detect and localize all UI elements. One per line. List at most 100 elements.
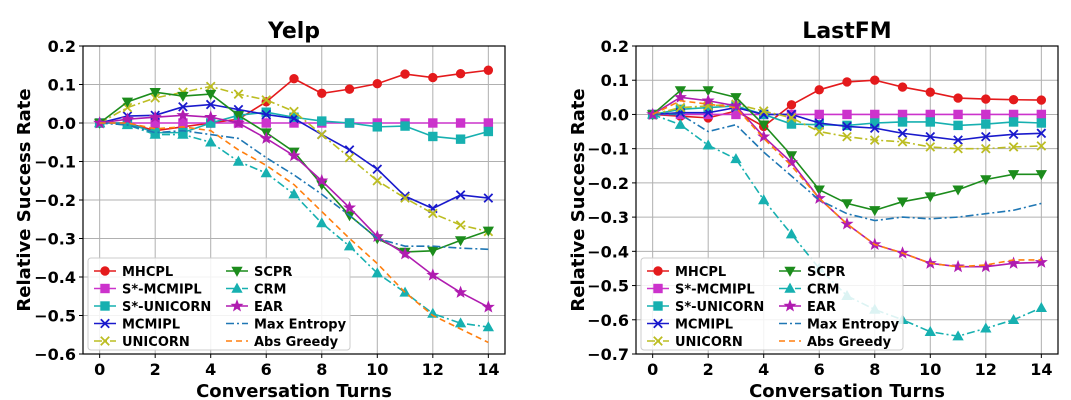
legend-label: CRM	[807, 283, 840, 298]
legend-item-crm: CRM	[226, 283, 287, 298]
x-tick-label: 6	[814, 360, 825, 379]
legend-swatch-marker	[231, 266, 243, 277]
data-point-unicorn	[427, 208, 438, 219]
data-point-s-star-unicorn	[981, 119, 991, 129]
series-scpr	[647, 86, 1047, 217]
data-point-crm	[980, 322, 992, 333]
legend-label: MHCPL	[122, 265, 173, 280]
data-point-scpr	[813, 185, 825, 196]
x-tick-label: 0	[647, 360, 658, 379]
legend-item-unicorn: UNICORN	[94, 335, 190, 350]
data-point-ear	[784, 155, 798, 168]
data-point-mhcpl	[925, 87, 935, 97]
data-point-mhcpl	[372, 79, 382, 89]
x-tick-label: 4	[758, 360, 769, 379]
data-point-s-star-unicorn	[786, 119, 797, 129]
data-point-ear	[231, 116, 245, 129]
data-point-crm	[785, 228, 798, 239]
data-point-s-star-unicorn	[897, 117, 908, 127]
data-point-unicorn	[897, 136, 908, 147]
y-tick-label: −0.4	[34, 268, 76, 287]
legend-swatch-marker	[653, 283, 663, 294]
y-tick-label: −0.7	[587, 345, 629, 364]
data-point-mhcpl	[317, 88, 327, 99]
data-point-crm	[316, 217, 328, 228]
legend-swatch-marker	[100, 283, 110, 294]
data-point-crm	[482, 321, 494, 332]
data-point-s-star-unicorn	[925, 117, 935, 127]
data-point-mcmipl	[455, 190, 466, 200]
legend-label: MHCPL	[675, 265, 726, 280]
data-point-ear	[287, 148, 301, 162]
data-point-unicorn	[316, 129, 327, 140]
data-point-s-star-mcmipl	[870, 109, 880, 120]
data-point-crm	[924, 325, 936, 336]
legend-item-ear: EAR	[779, 299, 836, 315]
legend-item-mhcpl: MHCPL	[94, 265, 173, 280]
data-point-scpr	[232, 111, 245, 122]
data-point-mhcpl	[455, 69, 466, 79]
data-point-crm	[427, 307, 439, 318]
legend-item-mcmipl: MCMIPL	[94, 318, 180, 333]
legend-item-s-star-mcmipl: S*-MCMIPL	[647, 283, 755, 298]
y-tick-label: −0.2	[34, 191, 76, 210]
y-tick-label: −0.3	[34, 230, 76, 249]
data-point-scpr	[149, 88, 161, 99]
data-point-unicorn	[842, 131, 852, 142]
data-point-mcmipl	[786, 109, 797, 120]
data-point-mcmipl	[842, 121, 852, 132]
legend-swatch-marker	[653, 336, 663, 346]
data-point-mhcpl	[400, 69, 410, 79]
data-point-scpr	[702, 86, 714, 97]
legend-label: S*-MCMIPL	[122, 283, 202, 298]
data-point-s-star-mcmipl	[1036, 109, 1047, 120]
data-point-scpr	[952, 185, 964, 196]
data-point-scpr	[730, 93, 742, 104]
lastfm-chart: 0 2 4 6 8 10 12 14 −0.7 −0.6 −0.5 −0.4 −0.3 −0.2 −0.1 0…	[568, 19, 1059, 400]
data-point-scpr	[924, 192, 936, 203]
data-point-unicorn	[400, 193, 410, 203]
series-ear	[646, 90, 1048, 273]
data-point-ear	[148, 110, 162, 123]
data-point-s-star-unicorn	[953, 120, 963, 131]
legend-item-s-star-unicorn: S*-UNICORN	[94, 300, 211, 315]
legend-label: UNICORN	[122, 335, 190, 350]
data-point-s-star-mcmipl	[455, 118, 466, 128]
data-point-mcmipl	[925, 131, 936, 142]
data-point-mhcpl	[953, 93, 963, 103]
x-tick-label: 12	[975, 360, 997, 379]
y-tick-label: 0.1	[48, 76, 76, 95]
legend-swatch-marker	[230, 299, 244, 312]
legend-item-mhcpl: MHCPL	[647, 265, 726, 280]
y-tick-label: −0.6	[587, 311, 629, 330]
data-point-mcmipl	[205, 99, 216, 110]
x-axis-label: Conversation Turns	[749, 381, 945, 400]
data-point-mhcpl	[289, 74, 299, 84]
data-point-s-star-unicorn	[1036, 118, 1047, 128]
series-line-unicorn	[652, 103, 1042, 150]
y-tick-label: −0.2	[587, 174, 629, 193]
series-line-unicorn	[99, 85, 489, 233]
y-tick-label: 0.0	[601, 105, 629, 124]
data-point-ear	[951, 259, 965, 273]
data-point-mcmipl	[178, 101, 188, 112]
data-point-s-star-unicorn	[344, 118, 355, 128]
data-point-mhcpl	[428, 72, 438, 83]
x-tick-label: 2	[703, 360, 714, 379]
legend-swatch-marker	[653, 301, 663, 311]
data-point-crm	[674, 118, 687, 129]
data-point-mcmipl	[1008, 129, 1019, 140]
data-point-unicorn	[814, 126, 825, 137]
data-point-unicorn	[233, 89, 244, 99]
legend: MHCPL S*-MCMIPL S*-UNICORN MCMIPL UNICORN SCP…	[640, 257, 904, 351]
data-point-ear	[1007, 256, 1021, 269]
legend-item-max-entropy: Max Entropy	[226, 318, 347, 333]
data-point-mcmipl	[261, 109, 272, 120]
data-point-ear	[120, 112, 134, 125]
legend-swatch-marker	[100, 301, 110, 311]
legend-label: S*-UNICORN	[675, 300, 764, 315]
y-tick-label: 0.1	[601, 71, 629, 90]
data-point-s-star-mcmipl	[814, 109, 824, 120]
y-tick-label: 0.0	[48, 114, 76, 133]
legend-swatch-marker	[784, 282, 796, 293]
